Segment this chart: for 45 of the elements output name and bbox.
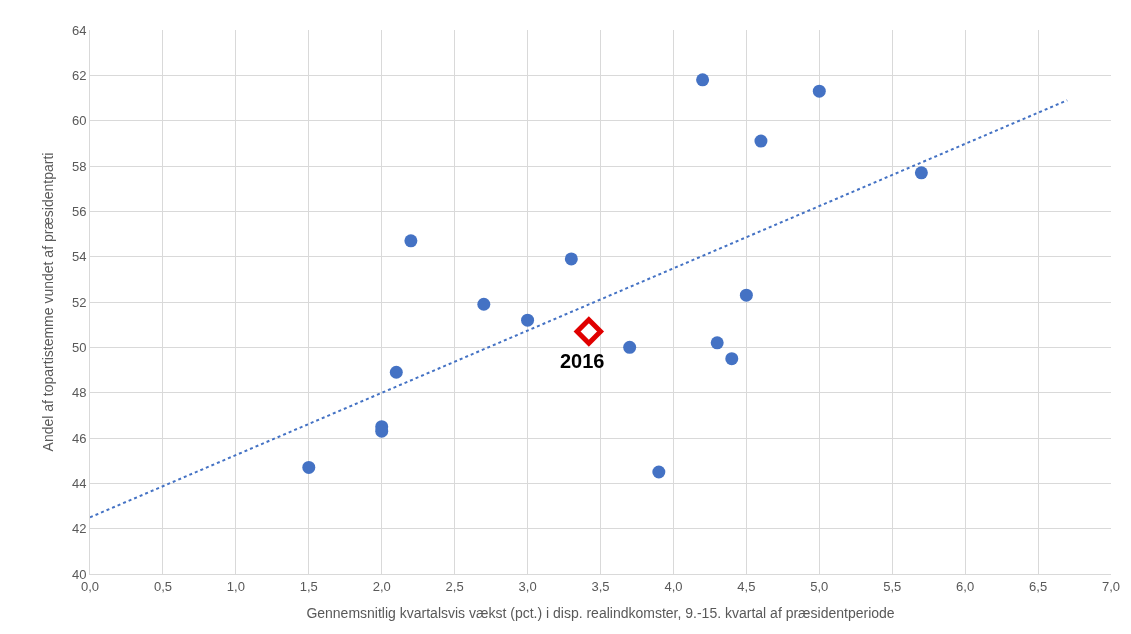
x-tick-label: 3,5	[591, 578, 610, 594]
x-tick-label: 3,0	[518, 578, 537, 594]
y-tick-label: 64	[71, 22, 87, 38]
y-tick-label: 58	[71, 158, 87, 174]
y-tick-label: 42	[71, 521, 87, 537]
annotation: 2016	[560, 350, 605, 372]
y-tick-label: 62	[71, 67, 87, 83]
x-tick-label: 5,5	[883, 578, 902, 594]
point	[302, 460, 316, 474]
y-tick-label: 56	[71, 203, 87, 219]
x-tick-label: 6,0	[956, 578, 975, 594]
x-tick-label: 7,0	[1101, 578, 1121, 594]
point	[404, 234, 418, 248]
x-axis-title: Gennemsnitlig kvartalsvis vækst (pct.) i disp. realindkomster, 9.-15. kvartal af præsidentperiode	[306, 604, 895, 621]
point	[623, 340, 637, 354]
x-tick-label: 5,0	[810, 578, 829, 594]
point	[710, 336, 724, 350]
point	[812, 84, 826, 98]
x-tick-label: 1,5	[299, 578, 318, 594]
y-tick-label: 54	[71, 249, 87, 265]
point	[389, 365, 403, 379]
point	[574, 317, 604, 346]
point	[564, 252, 578, 266]
y-tick-label: 48	[71, 385, 87, 401]
y-axis-title: Andel af topartistemme vundet af præsidentparti	[39, 152, 56, 452]
x-tick-label: 1,0	[226, 578, 245, 594]
x-tick-label: 4,5	[737, 578, 756, 594]
point	[696, 73, 710, 87]
y-tick-label: 46	[71, 430, 87, 446]
x-tick-label: 2,5	[445, 578, 464, 594]
point	[739, 288, 753, 302]
x-tick-label: 4,0	[664, 578, 683, 594]
point	[725, 352, 739, 366]
point	[914, 166, 928, 180]
y-tick-label: 44	[71, 475, 87, 491]
y-tick-label: 50	[71, 339, 87, 355]
y-tick-label: 52	[71, 294, 87, 310]
y-tick-label: 60	[71, 113, 87, 129]
x-tick-label: 0,5	[153, 578, 172, 594]
point	[652, 465, 666, 479]
point	[477, 297, 491, 311]
x-tick-label: 6,5	[1029, 578, 1048, 594]
point	[754, 134, 768, 148]
x-tick-label: 2,0	[372, 578, 391, 594]
point	[521, 313, 535, 327]
